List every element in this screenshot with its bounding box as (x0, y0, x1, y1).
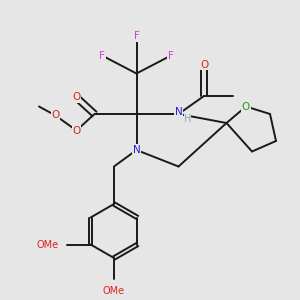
Text: O: O (51, 110, 60, 121)
Text: O: O (72, 92, 81, 103)
Text: H: H (184, 114, 191, 124)
Text: O: O (242, 101, 250, 112)
Text: F: F (134, 31, 140, 41)
Text: O: O (200, 59, 208, 70)
Text: N: N (175, 106, 182, 117)
Text: OMe: OMe (37, 239, 59, 250)
Text: OMe: OMe (103, 286, 125, 296)
Text: F: F (168, 50, 174, 61)
Text: O: O (72, 125, 81, 136)
Text: N: N (133, 145, 140, 155)
Text: F: F (99, 50, 105, 61)
